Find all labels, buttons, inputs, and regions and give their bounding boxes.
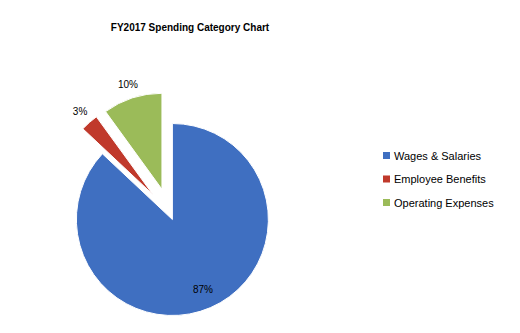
- legend-swatch: [383, 176, 390, 183]
- legend-swatch: [383, 199, 390, 206]
- pie: [76, 93, 268, 315]
- data-label: 3%: [73, 106, 88, 117]
- data-label: 87%: [193, 284, 213, 295]
- chart: FY2017 Spending Category Chart 87% 3% 10% Wa…: [0, 0, 520, 333]
- title: FY2017 Spending Category Chart: [111, 22, 270, 33]
- data-label: 10%: [118, 79, 138, 90]
- pie-slice: [76, 124, 268, 316]
- legend-label: Operating Expenses: [394, 197, 494, 209]
- legend-label: Employee Benefits: [394, 173, 486, 185]
- data-labels: 87% 3% 10%: [73, 79, 213, 295]
- pie-slice: [106, 93, 162, 189]
- legend: Wages & Salaries Employee Benefits Operati…: [383, 150, 494, 209]
- legend-label: Wages & Salaries: [394, 150, 482, 162]
- legend-swatch: [383, 152, 390, 159]
